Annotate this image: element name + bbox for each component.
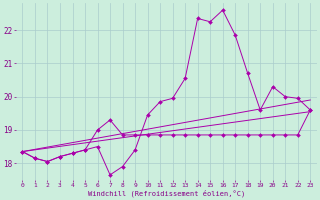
X-axis label: Windchill (Refroidissement éolien,°C): Windchill (Refroidissement éolien,°C) (88, 189, 245, 197)
